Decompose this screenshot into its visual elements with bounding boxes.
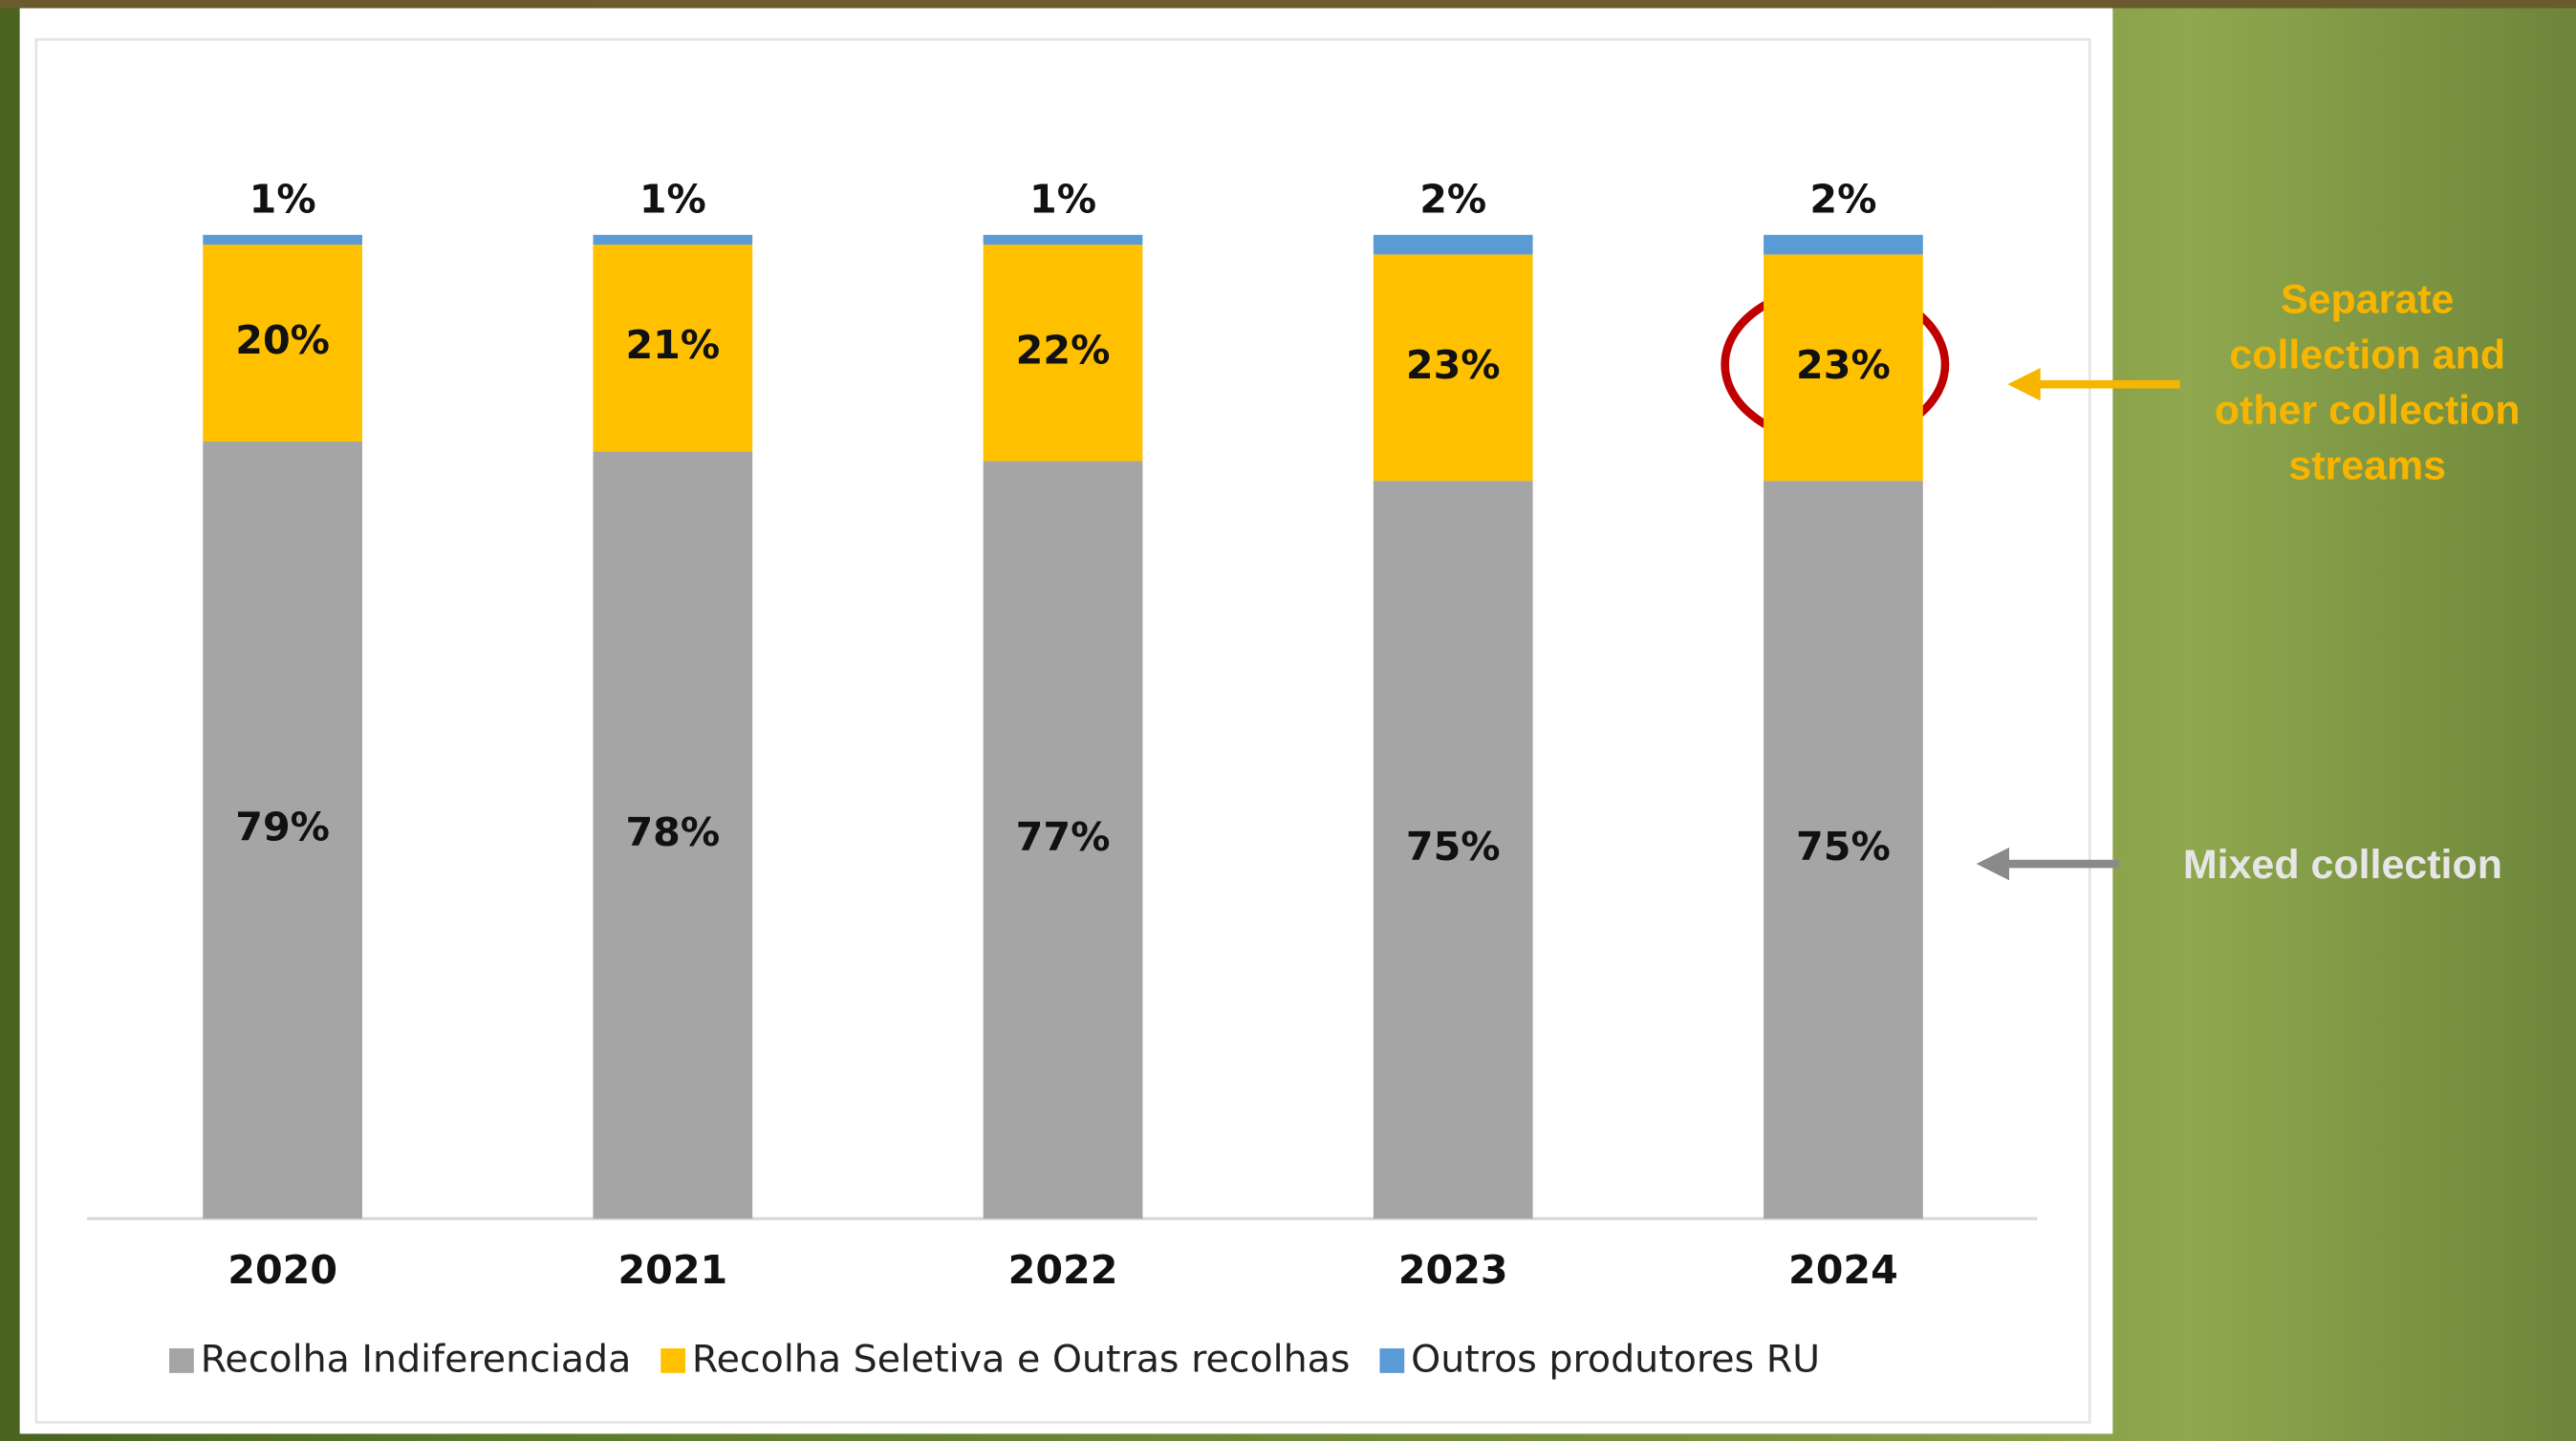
data-label: 77% [1016, 814, 1111, 860]
bar-segment [203, 441, 363, 1219]
x-tick-label: 2023 [1398, 1247, 1508, 1293]
data-label: 1% [249, 176, 316, 222]
bar-segment [983, 234, 1143, 246]
x-tick-label: 2022 [1008, 1247, 1118, 1293]
data-label: 22% [1016, 327, 1111, 373]
legend-label: Recolha Indiferenciada [201, 1337, 632, 1381]
bar-segment [983, 461, 1143, 1219]
arrow-head [1976, 847, 2010, 881]
data-label: 2% [1809, 176, 1876, 222]
bar-segment [593, 234, 753, 246]
annotation: other collection [2215, 387, 2521, 433]
data-label: 21% [625, 322, 720, 368]
plot-frame [34, 37, 2091, 1424]
annotation: Mixed collection [2183, 842, 2502, 888]
annotation: streams [2288, 442, 2446, 488]
data-label: 23% [1796, 342, 1891, 388]
bar-segment [1373, 254, 1533, 482]
legend-label: Outros produtores RU [1411, 1337, 1820, 1381]
bar-segment [1764, 234, 1923, 255]
data-label: 2% [1419, 176, 1486, 222]
annotation: Separate [2281, 277, 2454, 323]
bar-segment [1373, 481, 1533, 1219]
legend-swatch [1379, 1348, 1405, 1373]
bar-segment [203, 245, 363, 441]
bar-segment [1764, 481, 1923, 1219]
legend-swatch [169, 1348, 194, 1373]
bar-segment [593, 245, 753, 452]
bar-segment [1764, 254, 1923, 482]
x-tick-label: 2020 [227, 1247, 337, 1293]
data-label: 1% [639, 176, 706, 222]
data-label: 75% [1406, 824, 1501, 870]
bar-segment [593, 451, 753, 1219]
legend-label: Recolha Seletiva e Outras recolhas [692, 1337, 1351, 1381]
x-tick-label: 2024 [1788, 1247, 1898, 1293]
data-label: 23% [1406, 342, 1501, 388]
data-label: 79% [235, 805, 330, 850]
arrow-head [2007, 367, 2041, 401]
data-label: 75% [1796, 824, 1891, 870]
bar-segment [1373, 234, 1533, 255]
bar-segment [203, 234, 363, 246]
data-label: 20% [235, 317, 330, 363]
top-strip [0, 0, 2576, 9]
data-label: 1% [1029, 176, 1096, 222]
bar-segment [983, 245, 1143, 462]
x-tick-label: 2021 [617, 1247, 727, 1293]
annotation: collection and [2229, 333, 2505, 378]
legend-swatch [660, 1348, 686, 1373]
data-label: 78% [625, 809, 720, 855]
